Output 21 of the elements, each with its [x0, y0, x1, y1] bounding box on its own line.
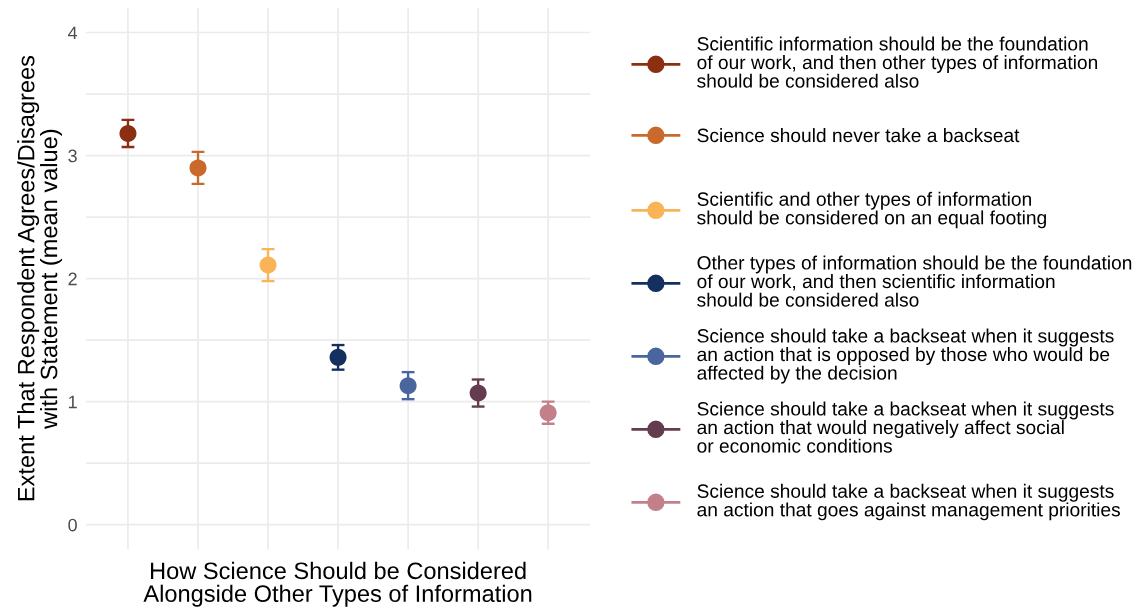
y-axis-title: Extent That Respondent Agrees/Disagrees with Statement (mean value) — [17, 55, 63, 501]
point — [119, 124, 137, 142]
legend-label: Scientific and other types of information should be considered on an equal footing — [697, 191, 1046, 229]
point — [469, 384, 487, 402]
y-tick-label: 4 — [67, 26, 78, 40]
point — [189, 159, 207, 177]
y-tick-label: 2 — [68, 272, 77, 286]
legend-label: Other types of information should be the foundation of our work, and then scientific information should be considered also — [697, 255, 1132, 307]
point — [399, 377, 417, 395]
legend-label: Science should take a backseat when it suggests an action that would negatively affect social or economic conditions — [697, 401, 1114, 453]
y-tick-label: 3 — [68, 149, 77, 163]
legend-label: Scientific information should be the foundation of our work, and then other types of information should be considered also — [697, 36, 1098, 88]
y-tick-label: 1 — [68, 395, 77, 409]
y-tick-label: 0 — [68, 518, 77, 532]
x-axis-title: How Science Should be Considered Alongside Other Types of Information — [143, 561, 532, 607]
legend-label: Science should take a backseat when it suggests an action that is opposed by those who would be affected by the decision — [697, 328, 1114, 384]
point — [259, 256, 277, 274]
point — [329, 348, 347, 366]
legend-label: Science should take a backseat when it suggests an action that goes against management priorities — [697, 483, 1120, 521]
point — [539, 404, 557, 422]
legend-label: Science should never take a backseat — [697, 128, 1020, 143]
